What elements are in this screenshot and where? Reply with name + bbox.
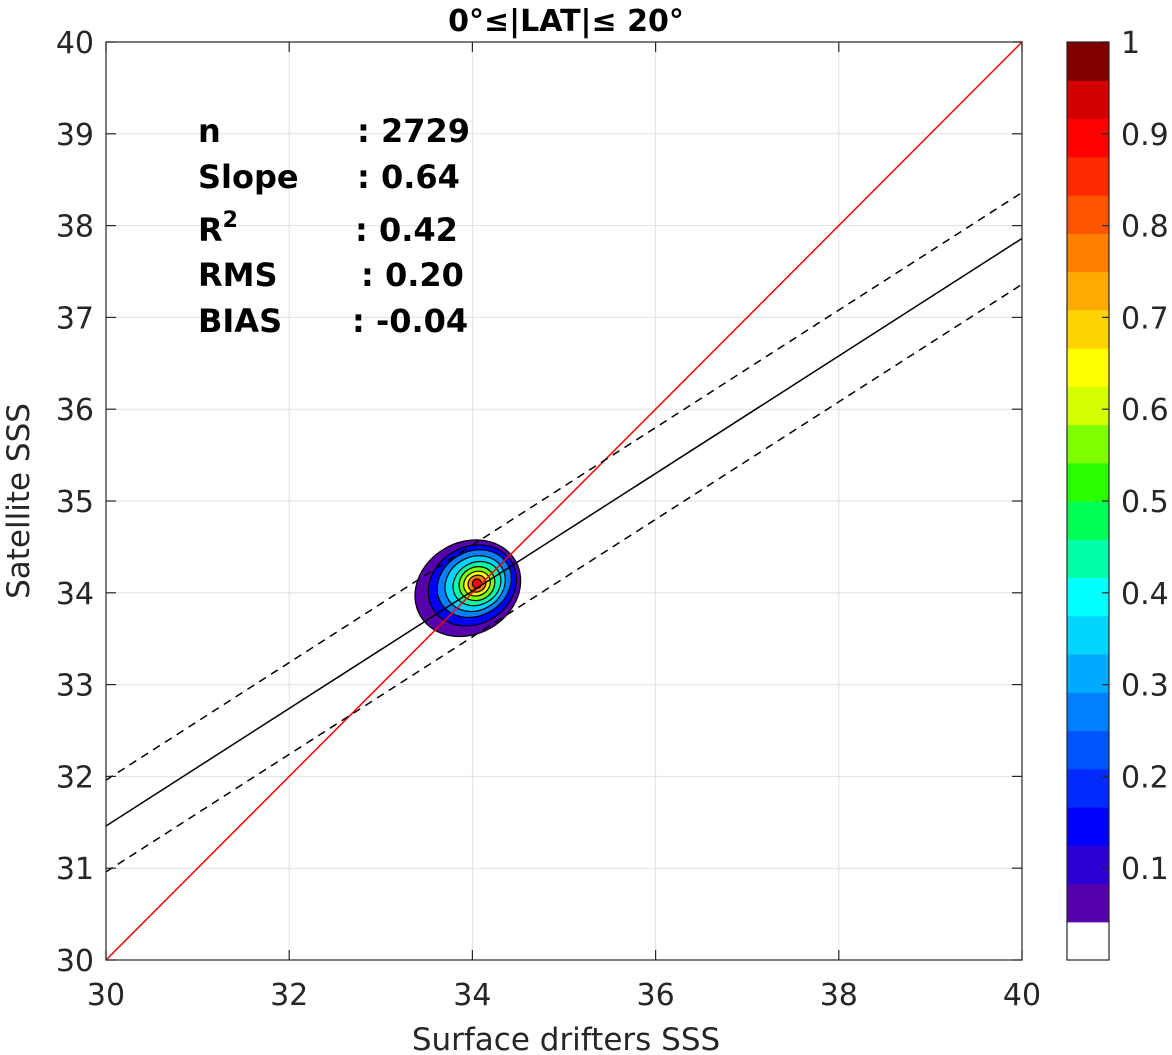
colorbar-segment: [1067, 845, 1109, 885]
x-tick-label: 32: [270, 978, 308, 1013]
y-tick-label: 34: [56, 577, 94, 612]
x-tick-label: 40: [1003, 978, 1041, 1013]
colorbar-tick-label: 0.2: [1121, 760, 1169, 795]
stat-label: BIAS: [198, 302, 282, 340]
regression-line: [105, 237, 1023, 827]
colorbar: 0.1 0.2 0.3 0.4 0.5 0.6 0.7 0.8 0.9 1: [1066, 26, 1169, 961]
stat-value: : 0.64: [357, 158, 460, 196]
colorbar-segment: [1067, 730, 1109, 770]
colorbar-segment: [1067, 883, 1109, 923]
colorbar-tick-label: 0.8: [1121, 210, 1169, 245]
y-tick-label: 39: [56, 118, 94, 153]
colorbar-segment: [1067, 462, 1109, 502]
axis-ticks: 30 32 34 36 38 40 30 31 32 33 34 35 36 37 38 39 40: [56, 26, 1041, 1013]
y-tick-label: 30: [56, 944, 94, 979]
colorbar-segment: [1067, 118, 1109, 158]
colorbar-segment: [1067, 577, 1109, 617]
y-tick-label: 35: [56, 485, 94, 520]
x-tick-label: 34: [453, 978, 491, 1013]
colorbar-tick-label: 0.7: [1121, 301, 1169, 336]
colorbar-segment: [1067, 768, 1109, 808]
colorbar-segment: [1067, 156, 1109, 196]
x-tick-label: 30: [87, 978, 125, 1013]
y-tick-label: 32: [56, 760, 94, 795]
colorbar-segment: [1067, 539, 1109, 579]
colorbar-tick-label: 0.9: [1121, 118, 1169, 153]
stat-superscript: 2: [223, 208, 238, 233]
colorbar-segment: [1067, 271, 1109, 311]
colorbar-segment: [1067, 921, 1109, 961]
y-tick-label: 36: [56, 393, 94, 428]
colorbar-segment: [1067, 501, 1109, 540]
y-tick-label: 31: [56, 852, 94, 887]
colorbar-segment: [1067, 654, 1109, 693]
colorbar-segment: [1067, 615, 1109, 655]
y-tick-label: 40: [56, 26, 94, 61]
y-tick-label: 38: [56, 210, 94, 245]
colorbar-tick-label: 0.3: [1121, 669, 1169, 704]
x-axis-label: Surface drifters SSS: [412, 1022, 720, 1055]
x-tick-label: 38: [820, 978, 858, 1013]
colorbar-segment: [1067, 348, 1109, 387]
colorbar-tick-label: 0.6: [1121, 393, 1169, 428]
colorbar-tick-label: 0.5: [1121, 485, 1169, 520]
chart-title: 0°≤|LAT|≤ 20°: [448, 4, 684, 39]
colorbar-tick-label: 0.4: [1121, 577, 1169, 612]
stat-value: : 0.20: [361, 256, 464, 294]
stat-value: : 0.42: [355, 211, 458, 249]
stat-label: Slope: [198, 158, 299, 196]
colorbar-segment: [1067, 80, 1109, 120]
stat-value: : -0.04: [352, 302, 468, 340]
x-tick-label: 36: [637, 978, 675, 1013]
y-tick-label: 33: [56, 669, 94, 704]
colorbar-segment: [1067, 195, 1109, 234]
stat-label: n: [198, 112, 221, 150]
colorbar-tick-label: 0.1: [1121, 852, 1169, 887]
colorbar-tick-label: 1: [1121, 26, 1140, 61]
stat-label: RMS: [198, 256, 278, 294]
colorbar-segment: [1067, 424, 1109, 464]
colorbar-segment: [1067, 807, 1109, 846]
colorbar-segment: [1067, 386, 1109, 426]
density-contours: [414, 539, 522, 638]
y-tick-label: 37: [56, 301, 94, 336]
fit-lines: [105, 41, 1023, 961]
colorbar-segment: [1067, 309, 1109, 349]
colorbar-segment: [1067, 233, 1109, 273]
colorbar-segment: [1067, 692, 1109, 732]
y-axis-label: Satellite SSS: [1, 403, 37, 599]
grid: [105, 41, 1023, 961]
stat-value: : 2729: [357, 112, 470, 150]
one-to-one-line: [105, 41, 1023, 961]
colorbar-segment: [1067, 42, 1109, 81]
